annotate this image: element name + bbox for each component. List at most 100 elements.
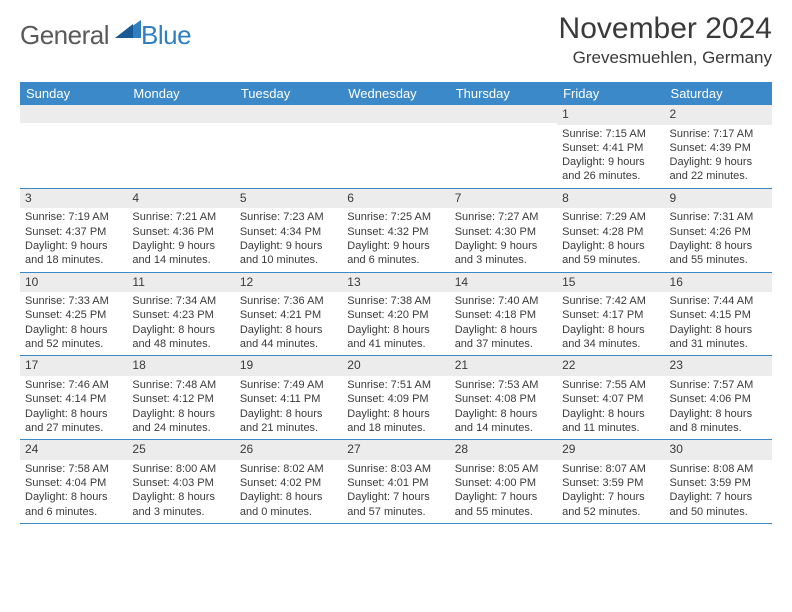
day-daylight1: Daylight: 9 hours: [240, 239, 337, 253]
calendar-cell: 23Sunrise: 7:57 AMSunset: 4:06 PMDayligh…: [665, 356, 772, 439]
day-sunrise: Sunrise: 8:00 AM: [132, 462, 229, 476]
calendar-cell: 18Sunrise: 7:48 AMSunset: 4:12 PMDayligh…: [127, 356, 234, 439]
day-sunset: Sunset: 3:59 PM: [562, 476, 659, 490]
day-info: Sunrise: 7:48 AMSunset: 4:12 PMDaylight:…: [127, 378, 234, 439]
day-daylight1: Daylight: 9 hours: [132, 239, 229, 253]
day-sunrise: Sunrise: 8:07 AM: [562, 462, 659, 476]
day-sunset: Sunset: 4:25 PM: [25, 308, 122, 322]
day-daylight2: and 55 minutes.: [455, 505, 552, 519]
day-number: 3: [20, 189, 127, 209]
logo-triangle-icon: [115, 18, 141, 43]
day-daylight2: and 6 minutes.: [347, 253, 444, 267]
day-daylight2: and 3 minutes.: [132, 505, 229, 519]
day-info: Sunrise: 7:49 AMSunset: 4:11 PMDaylight:…: [235, 378, 342, 439]
day-sunrise: Sunrise: 7:17 AM: [670, 127, 767, 141]
weekday-header: Tuesday: [235, 82, 342, 105]
day-daylight2: and 52 minutes.: [25, 337, 122, 351]
day-daylight1: Daylight: 8 hours: [240, 323, 337, 337]
day-sunrise: Sunrise: 7:42 AM: [562, 294, 659, 308]
day-number: 5: [235, 189, 342, 209]
day-number: 18: [127, 356, 234, 376]
day-daylight2: and 31 minutes.: [670, 337, 767, 351]
day-daylight2: and 10 minutes.: [240, 253, 337, 267]
calendar-cell: 14Sunrise: 7:40 AMSunset: 4:18 PMDayligh…: [450, 273, 557, 356]
day-daylight1: Daylight: 8 hours: [132, 490, 229, 504]
day-daylight2: and 27 minutes.: [25, 421, 122, 435]
day-daylight2: and 14 minutes.: [455, 421, 552, 435]
day-info: Sunrise: 7:34 AMSunset: 4:23 PMDaylight:…: [127, 294, 234, 355]
day-sunset: Sunset: 4:34 PM: [240, 225, 337, 239]
day-sunrise: Sunrise: 7:51 AM: [347, 378, 444, 392]
day-sunrise: Sunrise: 7:21 AM: [132, 210, 229, 224]
calendar-week: 10Sunrise: 7:33 AMSunset: 4:25 PMDayligh…: [20, 273, 772, 357]
calendar-week: 1Sunrise: 7:15 AMSunset: 4:41 PMDaylight…: [20, 105, 772, 189]
day-info: Sunrise: 8:02 AMSunset: 4:02 PMDaylight:…: [235, 462, 342, 523]
day-info: Sunrise: 8:07 AMSunset: 3:59 PMDaylight:…: [557, 462, 664, 523]
day-sunrise: Sunrise: 7:33 AM: [25, 294, 122, 308]
calendar-cell: [127, 105, 234, 188]
calendar-cell: [20, 105, 127, 188]
day-number: [20, 105, 127, 123]
day-daylight2: and 37 minutes.: [455, 337, 552, 351]
calendar-cell: 9Sunrise: 7:31 AMSunset: 4:26 PMDaylight…: [665, 189, 772, 272]
day-sunset: Sunset: 4:03 PM: [132, 476, 229, 490]
day-number: 6: [342, 189, 449, 209]
day-number: 2: [665, 105, 772, 125]
day-info: Sunrise: 7:25 AMSunset: 4:32 PMDaylight:…: [342, 210, 449, 271]
calendar-cell: 24Sunrise: 7:58 AMSunset: 4:04 PMDayligh…: [20, 440, 127, 523]
day-sunset: Sunset: 4:20 PM: [347, 308, 444, 322]
calendar-cell: 30Sunrise: 8:08 AMSunset: 3:59 PMDayligh…: [665, 440, 772, 523]
day-sunset: Sunset: 4:06 PM: [670, 392, 767, 406]
page-header: General Blue November 2024 Grevesmuehlen…: [20, 12, 772, 68]
day-sunset: Sunset: 4:04 PM: [25, 476, 122, 490]
day-sunrise: Sunrise: 8:08 AM: [670, 462, 767, 476]
day-daylight1: Daylight: 8 hours: [455, 323, 552, 337]
day-info: Sunrise: 7:46 AMSunset: 4:14 PMDaylight:…: [20, 378, 127, 439]
calendar-cell: 6Sunrise: 7:25 AMSunset: 4:32 PMDaylight…: [342, 189, 449, 272]
day-number: 27: [342, 440, 449, 460]
day-daylight1: Daylight: 7 hours: [562, 490, 659, 504]
calendar-cell: 1Sunrise: 7:15 AMSunset: 4:41 PMDaylight…: [557, 105, 664, 188]
day-sunset: Sunset: 4:36 PM: [132, 225, 229, 239]
day-sunrise: Sunrise: 7:23 AM: [240, 210, 337, 224]
day-sunrise: Sunrise: 7:25 AM: [347, 210, 444, 224]
day-sunrise: Sunrise: 7:48 AM: [132, 378, 229, 392]
day-number: [342, 105, 449, 123]
day-daylight2: and 48 minutes.: [132, 337, 229, 351]
day-sunset: Sunset: 4:02 PM: [240, 476, 337, 490]
day-info: Sunrise: 7:42 AMSunset: 4:17 PMDaylight:…: [557, 294, 664, 355]
day-sunset: Sunset: 3:59 PM: [670, 476, 767, 490]
day-daylight1: Daylight: 8 hours: [670, 239, 767, 253]
day-number: 8: [557, 189, 664, 209]
logo: General Blue: [20, 18, 191, 53]
day-info: Sunrise: 7:51 AMSunset: 4:09 PMDaylight:…: [342, 378, 449, 439]
day-sunset: Sunset: 4:00 PM: [455, 476, 552, 490]
month-title: November 2024: [559, 12, 772, 46]
day-daylight2: and 34 minutes.: [562, 337, 659, 351]
day-daylight1: Daylight: 8 hours: [347, 407, 444, 421]
day-sunset: Sunset: 4:18 PM: [455, 308, 552, 322]
day-number: 29: [557, 440, 664, 460]
day-sunrise: Sunrise: 7:44 AM: [670, 294, 767, 308]
day-daylight1: Daylight: 9 hours: [347, 239, 444, 253]
calendar-grid: 1Sunrise: 7:15 AMSunset: 4:41 PMDaylight…: [20, 105, 772, 524]
day-sunrise: Sunrise: 7:36 AM: [240, 294, 337, 308]
day-daylight2: and 14 minutes.: [132, 253, 229, 267]
day-info: Sunrise: 8:05 AMSunset: 4:00 PMDaylight:…: [450, 462, 557, 523]
day-number: 7: [450, 189, 557, 209]
day-info: Sunrise: 7:57 AMSunset: 4:06 PMDaylight:…: [665, 378, 772, 439]
day-sunset: Sunset: 4:28 PM: [562, 225, 659, 239]
day-daylight1: Daylight: 8 hours: [240, 490, 337, 504]
calendar-cell: 29Sunrise: 8:07 AMSunset: 3:59 PMDayligh…: [557, 440, 664, 523]
day-sunrise: Sunrise: 7:34 AM: [132, 294, 229, 308]
day-daylight1: Daylight: 8 hours: [455, 407, 552, 421]
calendar-cell: 21Sunrise: 7:53 AMSunset: 4:08 PMDayligh…: [450, 356, 557, 439]
day-daylight1: Daylight: 7 hours: [670, 490, 767, 504]
calendar-cell: 25Sunrise: 8:00 AMSunset: 4:03 PMDayligh…: [127, 440, 234, 523]
day-daylight2: and 59 minutes.: [562, 253, 659, 267]
day-number: 17: [20, 356, 127, 376]
day-info: Sunrise: 7:53 AMSunset: 4:08 PMDaylight:…: [450, 378, 557, 439]
day-info: Sunrise: 7:44 AMSunset: 4:15 PMDaylight:…: [665, 294, 772, 355]
day-sunset: Sunset: 4:41 PM: [562, 141, 659, 155]
calendar-cell: 28Sunrise: 8:05 AMSunset: 4:00 PMDayligh…: [450, 440, 557, 523]
